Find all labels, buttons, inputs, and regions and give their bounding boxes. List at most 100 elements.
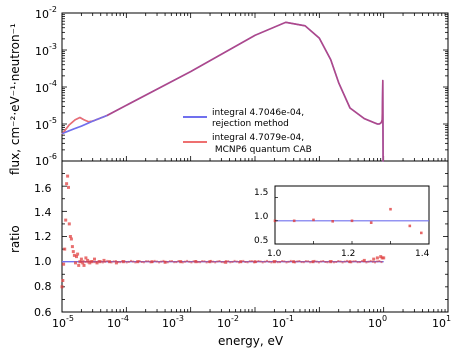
ratio-point bbox=[335, 261, 338, 263]
ratio-point bbox=[69, 237, 73, 241]
ratio-point bbox=[121, 260, 124, 263]
ratio-point bbox=[84, 256, 88, 260]
ratio-point bbox=[227, 260, 230, 263]
ratio-point bbox=[160, 260, 163, 263]
ratio-point bbox=[240, 260, 243, 263]
ratio-point bbox=[274, 260, 277, 263]
bottom-y-tick-label: 1.2 bbox=[34, 230, 52, 243]
x-tick-labels: 10-5 10-4 10-3 10-2 10-1 100 101 bbox=[52, 314, 451, 330]
ratio-point bbox=[209, 259, 212, 262]
ratio-point bbox=[380, 261, 383, 264]
inset-point bbox=[350, 219, 354, 223]
ratio-point bbox=[307, 260, 310, 263]
ratio-point bbox=[81, 261, 85, 265]
ratio-point bbox=[378, 260, 381, 262]
inset-y-tick-label: 0.5 bbox=[254, 236, 268, 246]
ratio-point bbox=[289, 259, 292, 262]
ratio-point bbox=[363, 260, 366, 263]
x-tick-label: 10-2 bbox=[217, 314, 239, 330]
ratio-point bbox=[311, 260, 314, 263]
ratio-point bbox=[117, 261, 119, 264]
ratio-point bbox=[261, 261, 264, 264]
x-axis-label: energy, eV bbox=[218, 334, 284, 348]
x-tick-label: 100 bbox=[368, 314, 387, 330]
ratio-point bbox=[199, 261, 202, 264]
ratio-point bbox=[74, 261, 77, 265]
ratio-point bbox=[298, 260, 301, 262]
ratio-point bbox=[65, 182, 69, 186]
ratio-point bbox=[179, 260, 182, 263]
ratio-point bbox=[75, 255, 78, 259]
ratio-point bbox=[220, 261, 223, 264]
inset-point bbox=[312, 218, 315, 222]
ratio-point bbox=[66, 174, 70, 178]
ratio-point bbox=[114, 260, 117, 262]
ratio-series-group bbox=[60, 174, 386, 289]
ratio-point bbox=[361, 260, 364, 262]
ratio-point bbox=[67, 222, 71, 226]
ratio-point bbox=[304, 260, 307, 263]
ratio-point bbox=[279, 261, 281, 264]
bottom-y-axis-label: ratio bbox=[8, 225, 22, 253]
x-tick-label: 101 bbox=[432, 314, 451, 330]
inset-point bbox=[331, 220, 334, 223]
ratio-point bbox=[173, 261, 176, 264]
ratio-point bbox=[95, 261, 98, 264]
ratio-point bbox=[147, 260, 150, 263]
ratio-point bbox=[242, 259, 245, 262]
ratio-point bbox=[294, 261, 297, 264]
ratio-point bbox=[326, 261, 329, 264]
ratio-point bbox=[140, 261, 143, 263]
ratio-point bbox=[190, 261, 193, 264]
ratio-point bbox=[97, 260, 100, 262]
ratio-point bbox=[175, 261, 178, 264]
ratio-point bbox=[188, 260, 191, 263]
ratio-point bbox=[68, 235, 72, 238]
ratio-point bbox=[110, 261, 113, 264]
ratio-point bbox=[382, 256, 386, 260]
ratio-point bbox=[248, 260, 251, 263]
ratio-point bbox=[255, 261, 258, 263]
ratio-point bbox=[341, 261, 344, 264]
x-tick-label: 10-3 bbox=[162, 314, 184, 330]
ratio-point bbox=[276, 261, 279, 264]
ratio-point bbox=[313, 259, 316, 262]
ratio-point bbox=[309, 261, 312, 264]
ratio-point bbox=[88, 261, 92, 265]
ratio-point bbox=[350, 261, 353, 264]
bottom-y-tick-label: 1.6 bbox=[34, 182, 52, 195]
ratio-point bbox=[155, 260, 158, 263]
ratio-point bbox=[263, 260, 266, 263]
ratio-point bbox=[93, 257, 96, 261]
ratio-point bbox=[168, 260, 171, 263]
ratio-point bbox=[250, 260, 253, 263]
ratio-point bbox=[333, 261, 335, 264]
ratio-point bbox=[358, 261, 361, 264]
x-tick-label: 10-1 bbox=[272, 314, 294, 330]
inset-y-tick-label: 1.0 bbox=[254, 212, 269, 222]
bottom-y-tick-label: 0.8 bbox=[34, 280, 52, 293]
legend-label-rejection-1: integral 4.7046e-04, bbox=[212, 108, 304, 118]
ratio-point bbox=[339, 260, 342, 263]
ratio-point bbox=[192, 260, 195, 263]
x-tick-label: 10-5 bbox=[52, 314, 74, 330]
ratio-point bbox=[134, 261, 137, 264]
ratio-point bbox=[196, 261, 199, 264]
legend-label-mcnp-2: MCNP6 quantum CAB bbox=[212, 145, 312, 155]
ratio-point bbox=[246, 261, 249, 264]
ratio-point bbox=[106, 259, 109, 262]
ratio-point bbox=[82, 263, 86, 267]
ratio-point bbox=[375, 256, 379, 260]
x-tick-label: 10-4 bbox=[107, 314, 129, 330]
ratio-point bbox=[292, 260, 294, 263]
ratio-point bbox=[218, 260, 221, 262]
ratio-point bbox=[130, 259, 132, 262]
inset-point bbox=[292, 219, 296, 223]
ratio-point bbox=[268, 260, 271, 263]
inset-panel-frame bbox=[274, 185, 430, 245]
ratio-point bbox=[317, 261, 320, 264]
ratio-point bbox=[61, 279, 65, 282]
ratio-point bbox=[153, 259, 156, 262]
ratio-point bbox=[164, 260, 167, 263]
